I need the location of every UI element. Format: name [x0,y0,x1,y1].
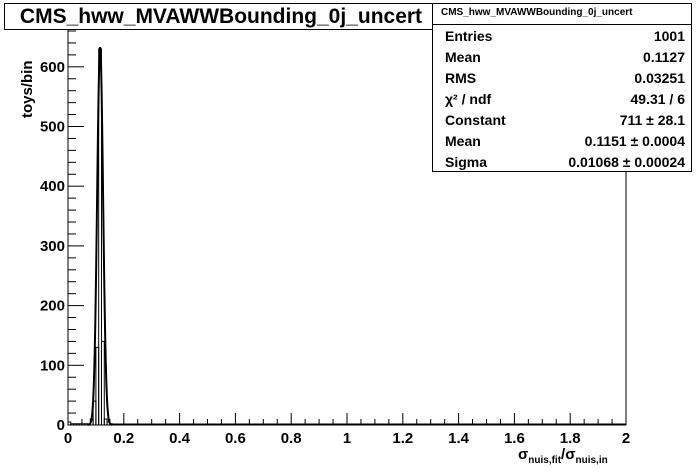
stats-header: CMS_hww_MVAWWBounding_0j_uncert [433,4,691,25]
stats-value: 0.1127 [642,49,685,65]
x-tick-label: 1 [343,430,351,447]
stats-value: 0.01068 ± 0.00024 [568,154,685,170]
histogram-bar [100,340,105,426]
y-tick-label: 0 [57,417,65,434]
stats-row-mean: Mean 0.1127 [433,46,691,67]
stats-label: Constant [445,112,506,128]
stats-value: 1001 [653,28,685,44]
y-tick-label: 300 [40,238,65,255]
x-tick-label: 0.6 [225,430,246,447]
x-tick-label: 2 [622,430,630,447]
x-tick-label: 0.4 [169,430,191,447]
stats-label: Mean [445,49,481,65]
stats-row-entries: Entries 1001 [433,25,691,46]
x-axis-label-sub-in: nuis,in [575,455,608,466]
x-tick-label: 0.2 [113,430,134,447]
stats-row-fit-mean: Mean 0.1151 ± 0.0004 [433,130,691,151]
x-axis-label: σnuis,fit/σnuis,in [518,446,608,466]
y-tick-label: 400 [40,178,65,195]
gaussian-fit-curve [87,46,113,426]
stats-row-chi2: χ² / ndf 49.31 / 6 [433,88,691,109]
x-tick-label: 1.4 [448,430,470,447]
y-tick-label: 200 [40,298,65,315]
stats-label: Sigma [445,154,488,170]
x-axis-label-sub-fit: nuis,fit [528,455,562,466]
stats-label: RMS [445,70,477,86]
x-axis-label-symbol: σ [518,446,529,463]
x-tick-label: 1.2 [392,430,413,447]
y-tick-label: 500 [40,119,65,136]
stats-label: χ² / ndf [445,91,492,107]
stats-value: 711 ± 28.1 [619,112,685,128]
x-tick-label: 0.8 [281,430,302,447]
chart-title: CMS_hww_MVAWWBounding_0j_uncert [4,3,438,30]
y-tick-label: 100 [40,357,65,374]
stats-value: 49.31 / 6 [630,91,686,107]
stats-box: CMS_hww_MVAWWBounding_0j_uncert Entries … [432,3,692,172]
stats-row-sigma: Sigma 0.01068 ± 0.00024 [433,151,691,172]
stats-label: Entries [445,28,493,44]
x-tick-label: 1.6 [504,430,525,447]
stats-row-rms: RMS 0.03251 [433,67,691,88]
y-tick-label: 600 [40,59,65,76]
axes: 0 0.2 0.4 0.6 0.8 1 1.2 1.4 1.6 1.8 2 0 100 200 300 400… [40,30,630,447]
stats-value: 0.1151 ± 0.0004 [584,133,685,149]
x-tick-label: 0 [64,430,72,447]
x-tick-label: 1.8 [560,430,581,447]
stats-value: 0.03251 [634,70,685,86]
stats-label: Mean [445,133,481,149]
y-axis-label: toys/bin [19,60,36,118]
x-axis-label-separator: /σ [561,446,576,463]
stats-row-constant: Constant 711 ± 28.1 [433,109,691,130]
